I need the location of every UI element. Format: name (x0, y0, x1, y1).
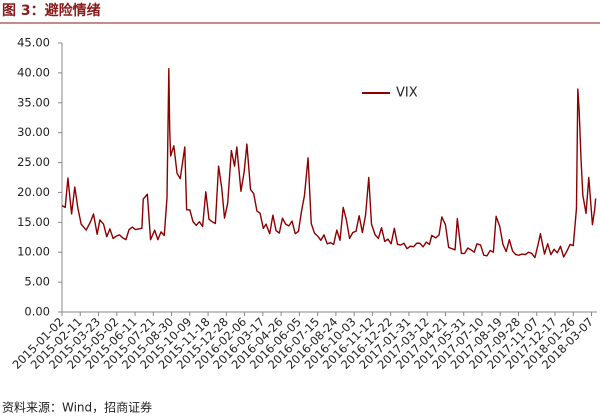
y-tick-label: 5.00 (24, 275, 50, 289)
y-tick-label: 25.00 (17, 155, 50, 169)
y-tick-label: 35.00 (17, 95, 50, 109)
y-tick-label: 30.00 (17, 125, 50, 139)
source-note: 资料来源：Wind，招商证券 (2, 400, 152, 415)
y-tick-label: 45.00 (17, 36, 50, 50)
y-tick-label: 10.00 (17, 245, 50, 259)
legend-label: VIX (396, 86, 418, 101)
chart-title: 图 3：避险情绪 (2, 2, 101, 19)
y-tick-label: 15.00 (17, 215, 50, 229)
y-tick-label: 0.00 (24, 305, 50, 319)
y-tick-label: 20.00 (17, 185, 50, 199)
y-tick-label: 40.00 (17, 65, 50, 79)
data-line (61, 68, 597, 259)
